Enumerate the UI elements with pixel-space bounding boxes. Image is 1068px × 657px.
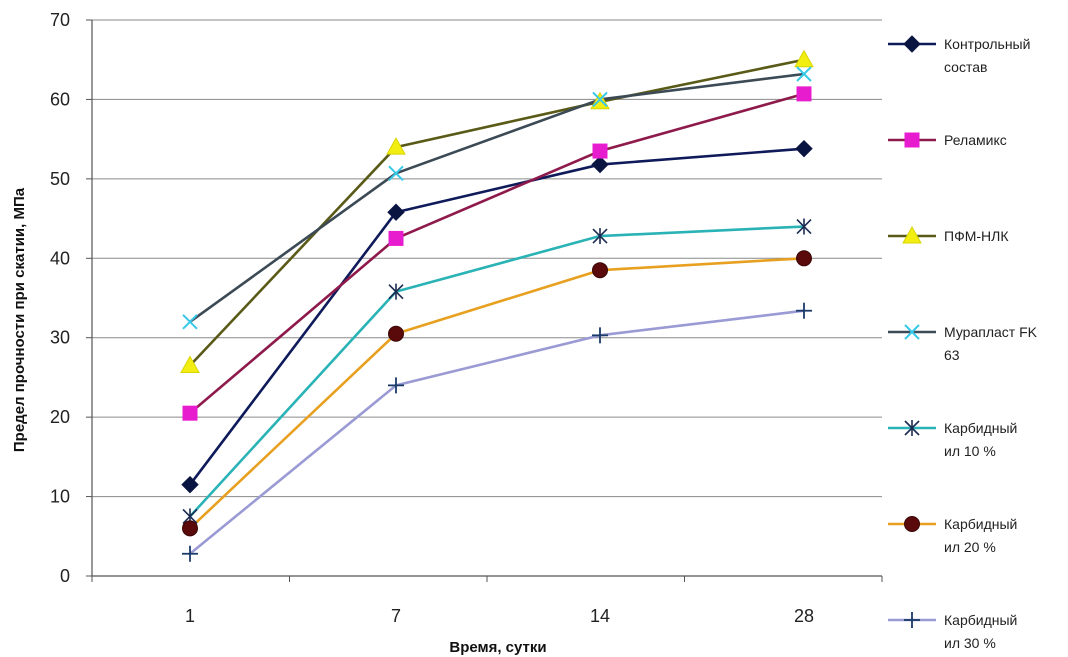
x-tick-label: 7 (391, 606, 401, 626)
y-tick-label: 40 (50, 248, 70, 268)
legend-label: Реламикс (944, 132, 1007, 148)
legend-label: ил 10 % (944, 443, 996, 459)
data-point (592, 228, 608, 245)
data-point (592, 327, 608, 344)
legend-marker (904, 612, 920, 628)
y-tick-label: 0 (60, 566, 70, 586)
data-point (796, 218, 812, 235)
data-point (796, 66, 812, 82)
marker-stroke (904, 324, 920, 340)
data-point (591, 155, 609, 174)
y-tick-label: 30 (50, 328, 70, 348)
data-point (182, 405, 198, 421)
data-point (388, 230, 404, 246)
y-tick-label: 20 (50, 407, 70, 427)
legend-marker (904, 132, 920, 148)
x-tick-label: 1 (185, 606, 195, 626)
series-lines (188, 58, 805, 555)
legend-item: Карбидный ил 10 % (888, 420, 1017, 459)
series-markers (180, 49, 814, 562)
data-point (795, 139, 813, 158)
data-point (796, 302, 812, 319)
y-tick-label: 10 (50, 487, 70, 507)
legend-label: ПФМ-НЛК (944, 228, 1009, 244)
legend-marker (904, 324, 920, 340)
y-tick-label: 70 (50, 10, 70, 30)
data-point (592, 143, 608, 159)
legend-item: Контрольный состав (888, 35, 1030, 75)
data-point (180, 355, 200, 374)
legend-label: Карбидный (944, 516, 1017, 532)
data-point (182, 520, 198, 537)
marker-stroke (592, 91, 608, 108)
axes (86, 19, 883, 582)
data-point (388, 165, 404, 182)
series-line (189, 256, 805, 530)
marker-stroke (796, 66, 812, 82)
data-point (796, 86, 812, 102)
x-tick-labels: 1 7 14 28 (185, 606, 814, 626)
y-tick-labels: 0 10 20 30 40 50 60 70 (50, 10, 70, 586)
x-tick-label: 28 (794, 606, 814, 626)
legend-item: Карбидный ил 30 % (888, 612, 1017, 651)
legend-item: Карбидный ил 20 % (888, 516, 1017, 555)
legend-label: Контрольный (944, 36, 1030, 52)
legend-item: Реламикс (888, 132, 1007, 148)
legend-item: Мурапласт FK 63 (888, 324, 1038, 363)
data-point (592, 91, 608, 108)
legend-label: 63 (944, 347, 960, 363)
marker-stroke (388, 165, 404, 182)
y-tick-label: 50 (50, 169, 70, 189)
series-line (189, 58, 805, 367)
series-line (188, 147, 805, 486)
legend-label: состав (944, 59, 987, 75)
series-line (189, 309, 805, 555)
series-line (189, 225, 805, 518)
legend-label: Карбидный (944, 420, 1017, 436)
data-point (388, 325, 404, 342)
series-line (189, 72, 805, 323)
legend-marker (903, 35, 921, 53)
data-point (182, 314, 198, 330)
legend-label: Карбидный (944, 612, 1017, 628)
legend: Контрольный состав Реламикс ПФМ-НЛК Мураплас… (888, 35, 1038, 651)
legend-marker (904, 420, 920, 436)
series-line (189, 92, 805, 415)
legend-label: Мурапласт FK (944, 324, 1038, 340)
legend-label: ил 30 % (944, 635, 996, 651)
data-point (794, 49, 814, 68)
legend-marker (904, 516, 920, 532)
data-point (388, 283, 404, 300)
data-point (182, 545, 198, 562)
y-tick-label: 60 (50, 89, 70, 109)
data-point (387, 203, 405, 221)
data-point (181, 475, 199, 494)
grid-lines (92, 19, 882, 498)
y-axis-title: Предел прочности при скатии, МПа (11, 187, 28, 452)
data-point (386, 137, 406, 155)
x-axis-title: Время, сутки (449, 639, 546, 656)
legend-marker (902, 225, 922, 244)
marker-stroke (182, 314, 198, 330)
data-point (592, 262, 608, 279)
data-point (796, 250, 812, 267)
legend-item: ПФМ-НЛК (888, 225, 1009, 244)
legend-label: ил 20 % (944, 539, 996, 555)
x-tick-label: 14 (590, 606, 610, 626)
data-point (388, 377, 404, 394)
